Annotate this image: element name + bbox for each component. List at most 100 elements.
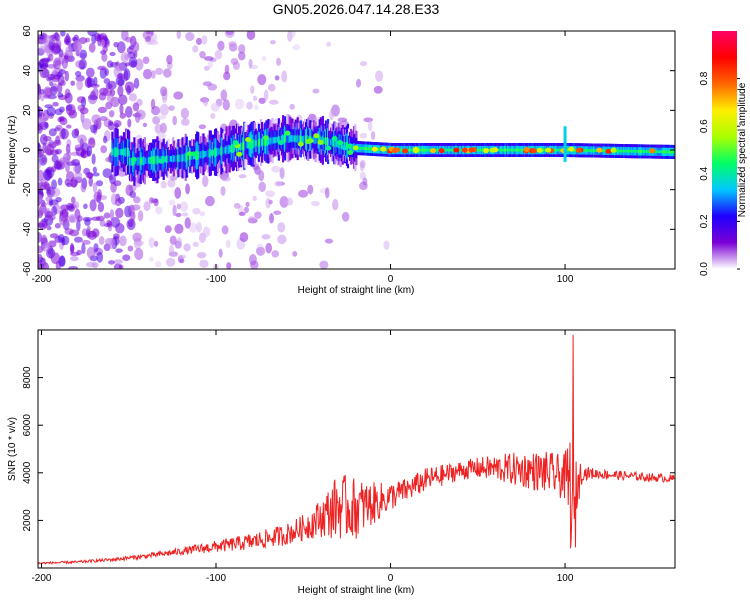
spectrogram-ridge-cell: [162, 138, 165, 148]
spectrogram-ridge-cell: [209, 130, 212, 140]
spectrogram-noise-cell: [257, 74, 267, 86]
spectrogram-noise-cell: [74, 128, 80, 137]
spectrogram-ridge-cell: [167, 170, 171, 180]
spectrogram-noise-cell: [326, 41, 332, 47]
spectrogram-noise-cell: [58, 53, 66, 65]
spectrogram-noise-cell: [90, 124, 98, 134]
y-tick-label: 8000: [22, 366, 33, 389]
spectrogram-noise-cell: [38, 106, 44, 117]
spectrogram-noise-cell: [44, 146, 49, 153]
spectrogram-noise-cell: [143, 201, 151, 212]
spectrogram-noise-cell: [95, 215, 105, 222]
spectrogram-noise-cell: [117, 73, 123, 79]
spectrogram-ridge-cell: [334, 122, 337, 131]
spectrogram-noise-cell: [65, 46, 73, 53]
spectrogram-y-label: Frequency (Hz): [7, 116, 18, 185]
spectrogram-noise-cell: [159, 103, 170, 116]
spectrogram-noise-cell: [50, 252, 61, 265]
spectrogram-noise-cell: [234, 98, 245, 110]
spectrogram-noise-cell: [359, 159, 366, 169]
spectrogram-noise-cell: [202, 175, 209, 188]
spectrogram-noise-cell: [98, 236, 105, 245]
spectrogram-noise-cell: [133, 196, 141, 204]
spectrogram-noise-cell: [38, 159, 41, 170]
spectrogram-noise-cell: [198, 124, 206, 130]
spectrogram-ridge-cell: [233, 128, 237, 137]
spectrogram-noise-cell: [225, 31, 234, 36]
spectrogram-noise-cell: [188, 222, 198, 234]
spectrogram-noise-cell: [192, 45, 199, 53]
spectrogram-noise-cell: [101, 52, 108, 62]
spectrogram-peak-cell: [468, 147, 475, 153]
spectrogram-noise-cell: [102, 135, 108, 144]
spectrogram-noise-cell: [375, 70, 384, 82]
spectrogram-noise-cell: [273, 210, 282, 215]
spectrogram-noise-cell: [109, 238, 116, 250]
spectrogram-ridge-cell: [241, 157, 244, 166]
spectrogram-noise-cell: [97, 34, 102, 47]
spectrogram-ridge-cell: [228, 125, 231, 136]
spectrogram-noise-cell: [195, 37, 203, 45]
spectrogram-noise-cell: [107, 80, 117, 90]
spectrogram-noise-cell: [247, 216, 256, 223]
colorbar-tick-label: 0.0: [699, 262, 710, 276]
spectrogram-x-label: Height of straight line (km): [298, 285, 415, 296]
spectrogram-noise-cell: [86, 246, 96, 259]
spectrogram-noise-cell: [97, 189, 102, 200]
spectrogram-noise-cell: [252, 95, 258, 101]
spectrogram-peak-cell: [325, 145, 332, 151]
spectrogram-ridge-cell: [291, 118, 294, 127]
spectrogram-ridge-cell: [289, 116, 292, 126]
spectrogram-noise-cell: [199, 259, 209, 268]
spectrogram-noise-cell: [51, 154, 59, 163]
spectrogram-noise-cell: [168, 199, 176, 206]
spectrogram-noise-cell: [39, 116, 48, 122]
spectrogram-ridge-cell: [296, 151, 299, 161]
spectrogram-noise-cell: [54, 59, 61, 66]
spectrogram-noise-cell: [54, 148, 62, 155]
spectrogram-noise-cell: [89, 199, 97, 212]
spectrogram-peak-cell: [523, 147, 530, 153]
spectrogram-noise-cell: [127, 220, 134, 228]
spectrogram-ridge-cell: [261, 154, 264, 163]
spectrogram-noise-cell: [123, 68, 131, 81]
spectrogram-ridge-cell: [162, 171, 165, 181]
spectrogram-noise-cell: [195, 221, 202, 233]
spectrogram-ridge-cell: [307, 117, 310, 127]
spectrogram-noise-cell: [337, 117, 348, 123]
spectrogram-ridge-cell: [225, 163, 228, 174]
spectrogram-noise-cell: [237, 51, 246, 61]
spectrogram-noise-cell: [148, 237, 155, 249]
spectrogram-noise-cell: [367, 120, 373, 132]
spectrogram-noise-cell: [65, 161, 70, 173]
spectrogram-noise-cell: [292, 44, 301, 51]
spectrogram-noise-cell: [184, 217, 191, 229]
spectrogram-noise-cell: [279, 196, 289, 208]
spectrogram-noise-cell: [87, 230, 97, 241]
x-tick-label: 0: [388, 274, 394, 285]
spectrogram-noise-cell: [69, 242, 75, 255]
spectrogram-peak-cell: [605, 148, 612, 154]
colorbar-tick-label: 0.2: [699, 214, 710, 228]
spectrogram-noise-cell: [69, 179, 78, 188]
spectrogram-noise-cell: [261, 234, 271, 240]
x-tick-label: -200: [31, 274, 51, 285]
spectrogram-ridge-cell: [673, 147, 675, 151]
y-tick-label: 40: [22, 65, 33, 77]
spectrogram-noise-cell: [164, 225, 172, 234]
spectrogram-noise-cell: [57, 234, 65, 243]
spectrogram-ridge-cell: [296, 117, 299, 127]
spectrogram-noise-cell: [54, 222, 61, 229]
spectrogram-noise-cell: [277, 222, 286, 233]
spectrogram-noise-cell: [104, 68, 110, 76]
spectrogram-noise-cell: [48, 128, 57, 137]
spectrogram-noise-cell: [150, 98, 156, 110]
spectrogram-noise-cell: [127, 118, 132, 128]
spectrogram-noise-cell: [127, 245, 134, 252]
spectrogram-noise-cell: [221, 176, 231, 182]
spectrogram-noise-cell: [281, 70, 288, 83]
spectrogram-noise-cell: [132, 41, 140, 53]
snr-x-label: Height of straight line (km): [298, 585, 415, 596]
spectrogram-noise-cell: [179, 258, 185, 264]
spectrogram-ridge-cell: [329, 153, 332, 162]
